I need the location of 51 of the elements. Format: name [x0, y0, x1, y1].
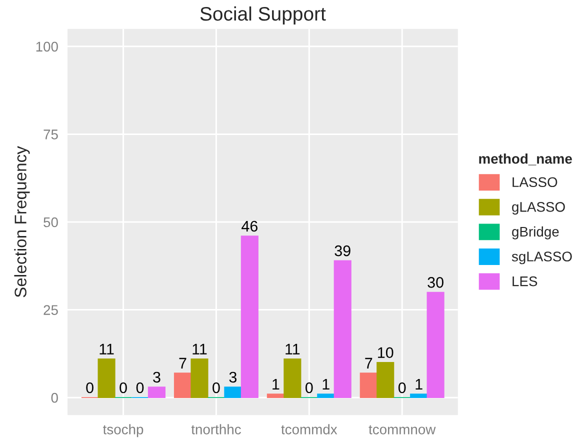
data-label: 11 [100, 344, 114, 354]
y-tick-label: 50 [44, 217, 58, 228]
data-label: 3 [153, 372, 160, 383]
y-tick-label: 25 [44, 305, 58, 315]
data-label: 11 [192, 344, 207, 354]
data-label: 10 [378, 347, 394, 358]
bar [317, 394, 335, 398]
bar [266, 394, 284, 398]
data-label: 0 [212, 382, 220, 394]
data-label: 30 [428, 277, 444, 288]
bar [190, 358, 208, 398]
data-label: 0 [120, 382, 127, 394]
legend-title: method_name [479, 154, 572, 166]
y-tick-label: 0 [51, 392, 58, 403]
x-tick-label: tnorthhc [191, 424, 241, 434]
bar [334, 260, 352, 398]
data-label: 39 [334, 245, 350, 256]
y-axis-title: Selection Frequency [14, 146, 30, 298]
data-label: 11 [286, 344, 300, 354]
bar [426, 292, 444, 398]
legend-label: sgLASSO [512, 252, 572, 264]
legend-label: LES [512, 276, 538, 286]
bar [376, 362, 394, 398]
bar [98, 358, 116, 398]
x-tick-label: tsochp [103, 424, 144, 438]
legend-label: LASSO [512, 177, 558, 188]
chart-title: Social Support [200, 6, 326, 25]
data-label: 0 [306, 382, 313, 394]
data-label: 1 [272, 379, 280, 390]
legend-label: gLASSO [512, 202, 565, 215]
bar [284, 358, 302, 398]
bar [174, 372, 192, 398]
data-label: 7 [179, 358, 186, 368]
x-tick-label: tcommdx [281, 424, 338, 434]
data-label: 0 [136, 382, 144, 394]
data-label: 1 [322, 379, 330, 390]
bar [410, 394, 428, 398]
data-label: 46 [242, 220, 258, 232]
data-label: 3 [229, 372, 237, 383]
y-tick-label: 75 [44, 130, 58, 140]
x-tick-label: tcommnow [368, 425, 436, 434]
bar [148, 386, 166, 398]
data-label: 0 [86, 382, 94, 394]
data-label: 1 [416, 379, 422, 390]
data-label: 0 [398, 382, 406, 394]
bar [240, 236, 258, 398]
y-tick-label: 100 [36, 42, 58, 52]
bar [360, 372, 378, 398]
data-label: 7 [365, 358, 372, 368]
bar [224, 386, 242, 398]
legend-label: gBridge [512, 226, 559, 240]
